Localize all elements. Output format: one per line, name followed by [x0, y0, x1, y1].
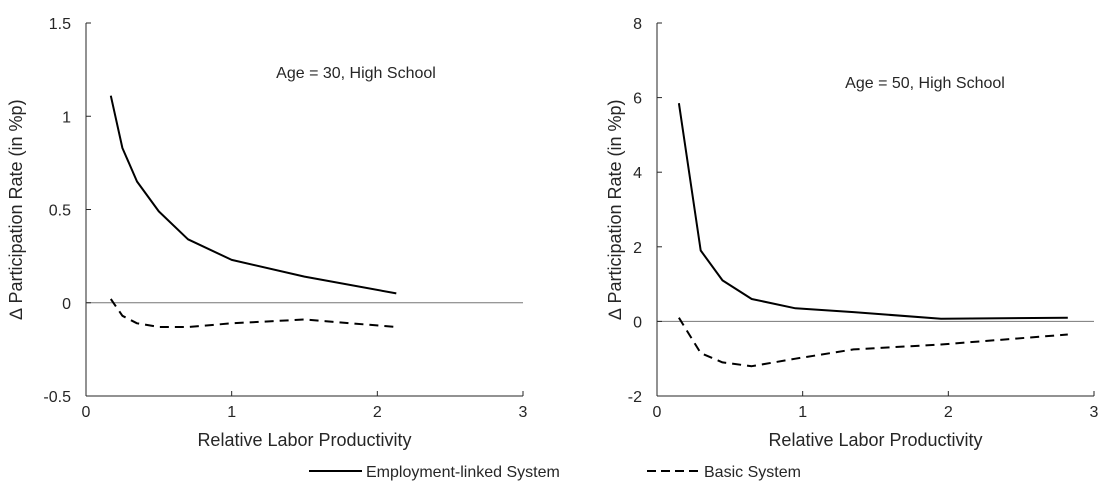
right-chart-panel: 0 1 2 3 -2 0 2 4 6 8 Relative Labor Productivity ∆ …: [605, 16, 1099, 450]
chart-annotation: Age = 30, High School: [276, 65, 436, 82]
y-axis-label: ∆ Participation Rate (in %p): [6, 99, 26, 319]
y-axis-label: ∆ Participation Rate (in %p): [605, 99, 625, 319]
y-tick-label: -2: [628, 389, 642, 406]
x-axis-label: Relative Labor Productivity: [197, 430, 411, 450]
basic-system-series-line: [109, 298, 397, 328]
y-tick-label: 1: [62, 109, 71, 126]
x-axis-label: Relative Labor Productivity: [768, 430, 982, 450]
y-tick-label: 0.5: [49, 203, 71, 220]
y-tick-label: 0: [62, 296, 71, 313]
chart-annotation: Age = 50, High School: [845, 75, 1005, 92]
x-tick-label: 1: [798, 404, 807, 421]
legend: Employment-linked System Basic System: [309, 464, 801, 481]
x-tick-label: 3: [519, 404, 528, 421]
left-chart-panel: 0 1 2 3 -0.5 0 0.5 1 1.5 Relative Labor Productiv…: [6, 16, 528, 450]
y-tick-label: 8: [633, 16, 642, 33]
y-tick-label: 2: [633, 240, 642, 257]
x-tick-label: 0: [82, 404, 91, 421]
x-tick-label: 3: [1090, 404, 1099, 421]
y-tick-label: 0: [633, 314, 642, 331]
x-tick-label: 2: [944, 404, 953, 421]
y-tick-label: 4: [633, 165, 642, 182]
y-tick-label: 1.5: [49, 16, 71, 33]
legend-label-employment-linked: Employment-linked System: [366, 464, 560, 481]
legend-label-basic: Basic System: [704, 464, 801, 481]
basic-system-series-line: [678, 317, 1068, 368]
y-tick-label: -0.5: [43, 389, 71, 406]
employment-linked-series-line: [677, 103, 1068, 320]
x-tick-label: 1: [227, 404, 236, 421]
x-tick-label: 0: [653, 404, 662, 421]
x-tick-label: 2: [373, 404, 382, 421]
employment-linked-series-line: [109, 95, 397, 295]
y-tick-label: 6: [633, 91, 642, 108]
